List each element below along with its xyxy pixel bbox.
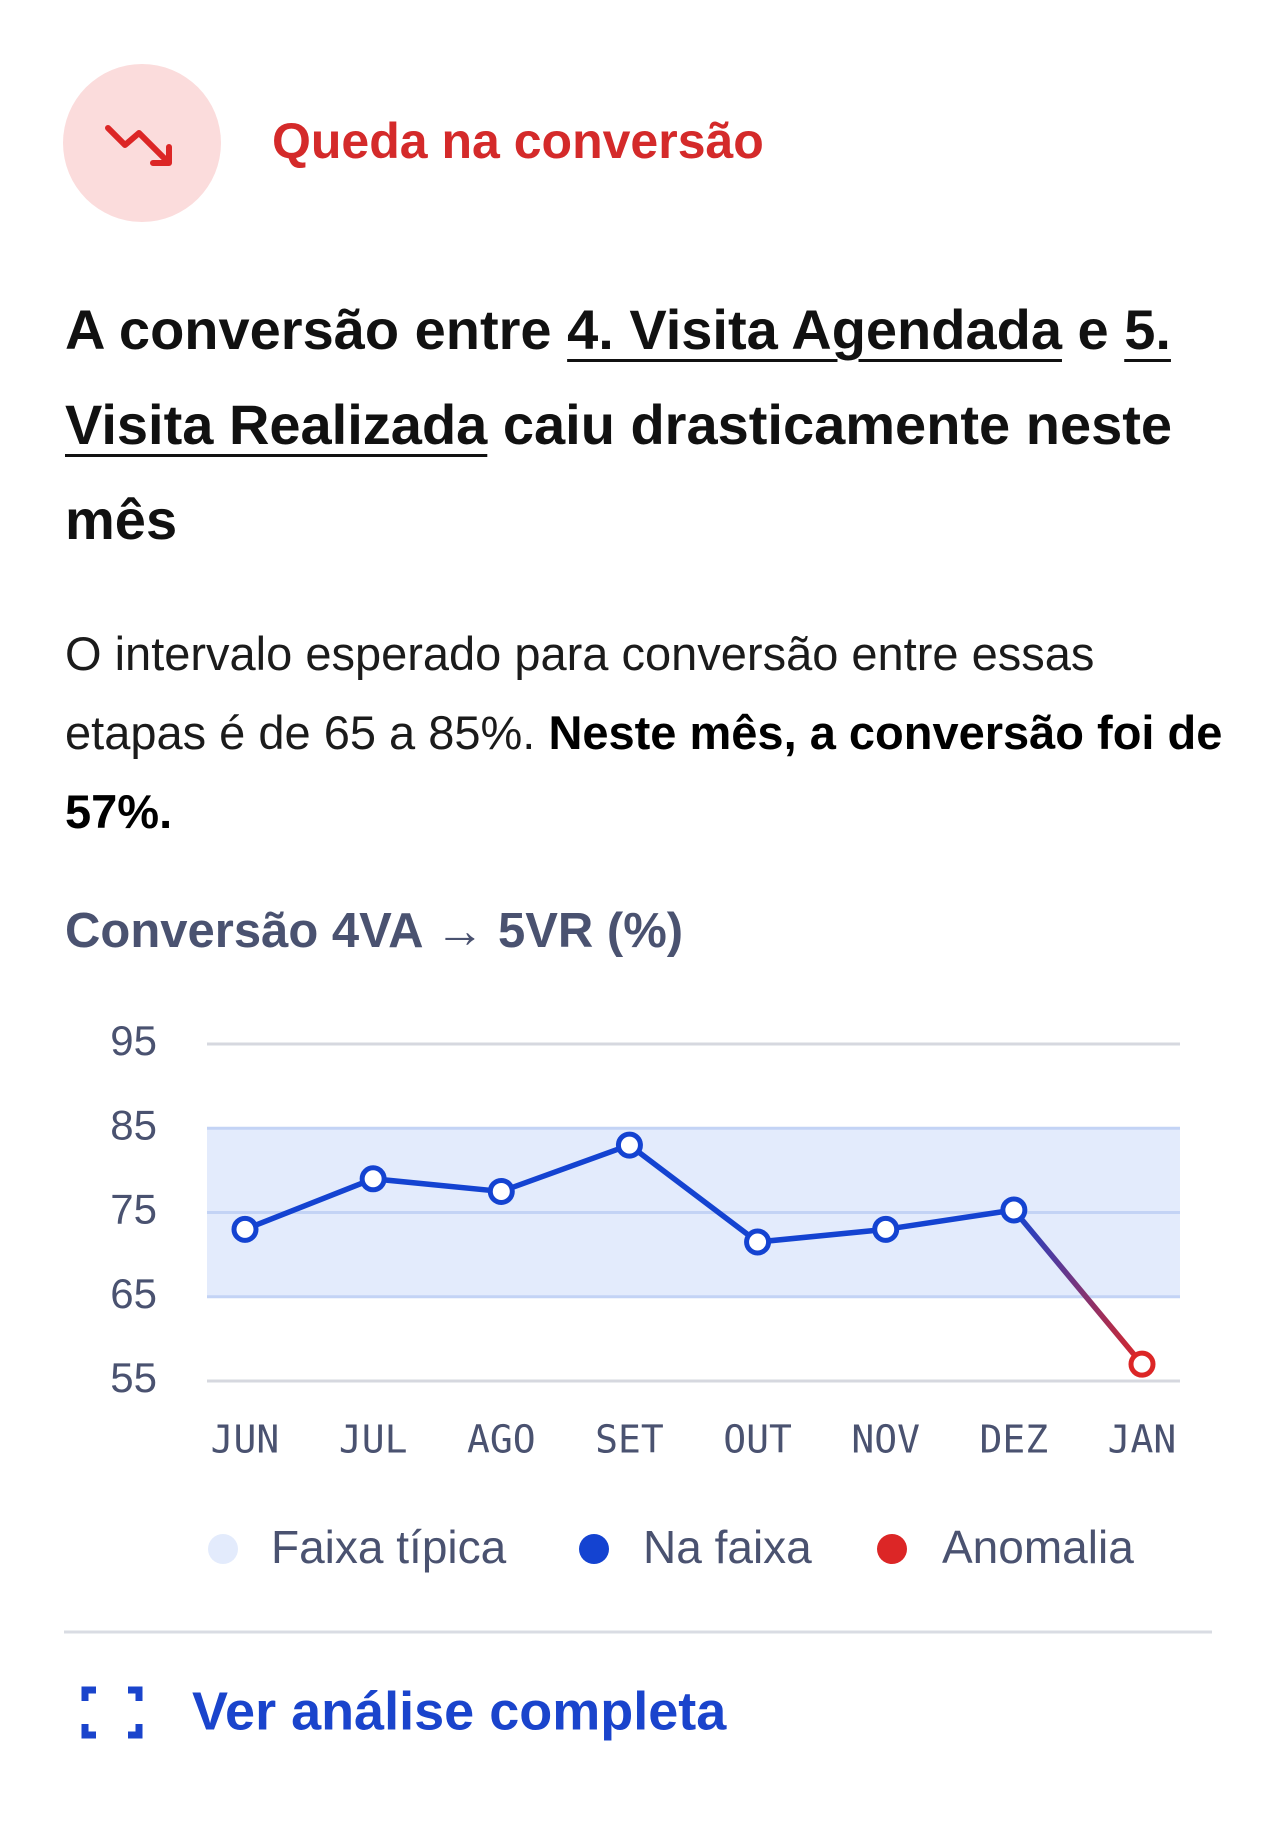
data-point: [1000, 1196, 1028, 1224]
headline-text: caiu drasticamente neste mês: [65, 393, 1173, 551]
stage-link[interactable]: 4. Visita Agendada: [567, 298, 1062, 361]
data-point: [744, 1228, 772, 1256]
y-tick-label: 65: [110, 1270, 157, 1317]
x-tick-label: OUT: [723, 1418, 792, 1462]
expand-icon[interactable]: [81, 1686, 143, 1739]
x-tick-label: SET: [595, 1418, 664, 1462]
headline-text: e: [1061, 298, 1125, 361]
y-tick-label: 95: [110, 1017, 157, 1064]
description: O intervalo esperado para conversão entr…: [65, 614, 1225, 851]
x-tick-label: JAN: [1108, 1418, 1177, 1462]
alert-icon-head: [150, 144, 172, 166]
description-emphasis: Neste mês, a conversão foi de 57%.: [65, 706, 1223, 838]
data-point: [615, 1131, 643, 1159]
alert-icon-bg: [63, 64, 221, 222]
full-analysis-link[interactable]: Ver análise completa: [192, 1681, 727, 1741]
alert-icon: [105, 125, 170, 164]
legend-label: Faixa típica: [271, 1521, 507, 1573]
headline: A conversão entre 4. Visita Agendada e 5…: [65, 282, 1235, 567]
data-point: [872, 1215, 900, 1243]
stage-link[interactable]: 5. Visita Realizada: [65, 298, 1171, 456]
legend-label: Na faixa: [643, 1521, 812, 1573]
y-tick-label: 55: [110, 1354, 157, 1401]
x-tick-label: AGO: [467, 1418, 536, 1462]
anomaly-connector: [1011, 1207, 1145, 1367]
description-text: O intervalo esperado para conversão entr…: [65, 627, 1095, 759]
legend-dot: [208, 1534, 238, 1564]
legend-dot: [579, 1534, 609, 1564]
data-point: [1128, 1350, 1156, 1378]
headline-text: A conversão entre: [65, 298, 568, 361]
y-tick-label: 85: [110, 1101, 157, 1148]
x-tick-label: JUL: [339, 1418, 408, 1462]
legend-label: Anomalia: [942, 1521, 1134, 1573]
data-point: [487, 1177, 515, 1205]
chart-title: Conversão 4VA → 5VR (%): [65, 904, 683, 958]
x-tick-label: NOV: [851, 1418, 920, 1462]
x-tick-label: DEZ: [980, 1418, 1049, 1462]
data-point: [231, 1215, 259, 1243]
data-point: [359, 1165, 387, 1193]
y-tick-label: 75: [110, 1186, 157, 1233]
alert-title: Queda na conversão: [272, 113, 764, 169]
legend-dot: [877, 1534, 907, 1564]
x-tick-label: JUN: [211, 1418, 280, 1462]
